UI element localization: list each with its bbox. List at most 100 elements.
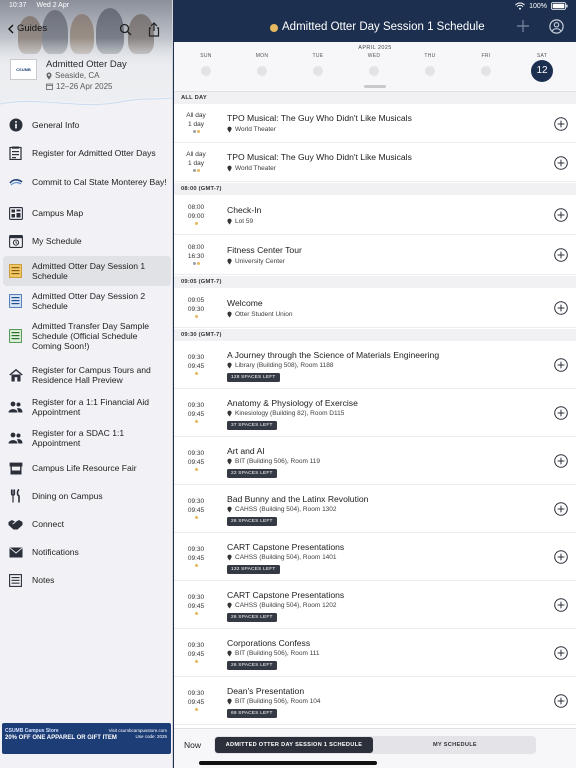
event-row[interactable]: All day 1 day TPO Musical: The Guy Who D… bbox=[174, 104, 576, 143]
menu-item-financial-aid[interactable]: Register for a 1:1 Financial Aid Appoint… bbox=[3, 395, 171, 419]
add-to-schedule-icon[interactable] bbox=[554, 156, 568, 170]
add-to-schedule-icon[interactable] bbox=[554, 358, 568, 372]
calendar-day-mon[interactable]: MON bbox=[247, 53, 277, 76]
location-pin-icon bbox=[227, 458, 232, 465]
share-button[interactable] bbox=[148, 22, 160, 37]
menu-item-register-otter-days[interactable]: Register for Admitted Otter Days bbox=[3, 144, 171, 162]
event-start: 09:30 bbox=[187, 642, 205, 649]
calendar-day-wed[interactable]: WED bbox=[359, 53, 389, 76]
track-dots bbox=[182, 468, 210, 471]
expand-handle[interactable] bbox=[364, 85, 386, 88]
event-location-text: CAHSS (Building 504), Room 1202 bbox=[235, 602, 337, 609]
search-icon bbox=[119, 23, 132, 36]
menu-item-general-info[interactable]: General Info bbox=[3, 116, 171, 134]
event-title: Anatomy & Physiology of Exercise bbox=[227, 398, 358, 408]
menu-item-session-1-schedule[interactable]: Admitted Otter Day Session 1 Schedule bbox=[3, 256, 171, 286]
event-end: 09:45 bbox=[187, 458, 205, 466]
add-to-schedule-icon[interactable] bbox=[554, 248, 568, 262]
event-end: 09:45 bbox=[187, 698, 205, 706]
event-row[interactable]: All day 1 day TPO Musical: The Guy Who D… bbox=[174, 143, 576, 182]
location-pin-icon bbox=[227, 362, 232, 369]
event-row[interactable]: 09:30 09:45 Dean's Presentation BIT (Bui… bbox=[174, 677, 576, 725]
calendar-day-sun[interactable]: SUN bbox=[191, 53, 221, 76]
event-end: 09:45 bbox=[187, 410, 205, 418]
add-to-schedule-icon[interactable] bbox=[554, 646, 568, 660]
event-row[interactable]: 09:30 09:45 CART Capstone Presentations … bbox=[174, 581, 576, 629]
menu-item-notifications[interactable]: Notifications bbox=[3, 543, 171, 561]
menu-item-transfer-day-schedule[interactable]: Admitted Transfer Day Sample Schedule (O… bbox=[3, 318, 171, 354]
spaces-left-badge: 22 SPACES LEFT bbox=[227, 469, 277, 478]
menu-item-campus-tours[interactable]: Register for Campus Tours and Residence … bbox=[3, 363, 171, 387]
campus-store-banner[interactable]: CSUMB Campus Store 20% OFF ONE APPAREL O… bbox=[2, 723, 171, 754]
add-to-schedule-icon[interactable] bbox=[554, 598, 568, 612]
menu-item-resource-fair[interactable]: Campus Life Resource Fair bbox=[3, 459, 171, 477]
menu-item-session-2-schedule[interactable]: Admitted Otter Day Session 2 Schedule bbox=[3, 288, 171, 314]
add-to-schedule-icon[interactable] bbox=[554, 406, 568, 420]
calendar-day-tue[interactable]: TUE bbox=[303, 53, 333, 76]
event-time: 09:30 09:45 bbox=[182, 690, 210, 711]
csumb-logo-icon bbox=[8, 175, 23, 190]
segment-my-schedule[interactable]: MY SCHEDULE bbox=[433, 742, 477, 748]
event-start: 09:30 bbox=[187, 690, 205, 697]
calendar-day-sat[interactable]: SAT 12 bbox=[527, 53, 557, 82]
calendar-day-thu[interactable]: THU bbox=[415, 53, 445, 76]
add-to-schedule-icon[interactable] bbox=[554, 301, 568, 315]
menu-item-commit-csumb[interactable]: Commit to Cal State Monterey Bay! bbox=[3, 171, 171, 193]
day-name: FRI bbox=[481, 53, 491, 59]
event-row[interactable]: 09:30 09:45 Anatomy & Physiology of Exer… bbox=[174, 389, 576, 437]
profile-button[interactable] bbox=[549, 19, 564, 34]
menu-item-label: Register for Admitted Otter Days bbox=[32, 148, 156, 158]
event-time: 09:30 09:45 bbox=[182, 354, 210, 375]
share-icon bbox=[148, 22, 160, 37]
now-button[interactable]: Now bbox=[184, 740, 202, 750]
event-row[interactable]: 09:30 09:45 Bad Bunny and the Latinx Rev… bbox=[174, 485, 576, 533]
event-row[interactable]: 09:30 09:45 A Journey through the Scienc… bbox=[174, 341, 576, 389]
add-to-schedule-icon[interactable] bbox=[554, 454, 568, 468]
add-to-schedule-icon[interactable] bbox=[554, 117, 568, 131]
my-schedule-icon bbox=[8, 234, 23, 249]
event-row[interactable]: 08:00 09:00 Check-In Lot 59 bbox=[174, 195, 576, 235]
battery-icon bbox=[551, 2, 568, 10]
event-dates: 12–26 Apr 2025 bbox=[46, 82, 113, 91]
event-time: 08:00 16:30 bbox=[182, 244, 210, 265]
menu-item-label: Campus Life Resource Fair bbox=[32, 463, 137, 473]
menu-item-notes[interactable]: Notes bbox=[3, 571, 171, 589]
menu-item-label: Commit to Cal State Monterey Bay! bbox=[32, 177, 167, 187]
event-end: 1 day bbox=[188, 159, 204, 167]
back-to-guides-button[interactable]: Guides bbox=[7, 23, 47, 34]
event-row[interactable]: 09:05 09:30 Welcome Otter Student Union bbox=[174, 288, 576, 328]
event-location: Lot 59 bbox=[227, 218, 253, 225]
event-row[interactable]: 09:30 09:45 Corporations Confess BIT (Bu… bbox=[174, 629, 576, 677]
add-to-schedule-icon[interactable] bbox=[554, 694, 568, 708]
menu-item-connect[interactable]: Connect bbox=[3, 515, 171, 533]
profile-icon bbox=[549, 19, 564, 34]
event-title: Bad Bunny and the Latinx Revolution bbox=[227, 494, 369, 504]
add-button[interactable] bbox=[516, 19, 530, 33]
search-button[interactable] bbox=[119, 23, 132, 36]
add-to-schedule-icon[interactable] bbox=[554, 502, 568, 516]
location-pin-icon bbox=[46, 72, 52, 80]
event-start: 09:30 bbox=[187, 354, 205, 361]
location-pin-icon bbox=[227, 258, 232, 265]
day-indicator bbox=[425, 66, 435, 76]
menu-item-my-schedule[interactable]: My Schedule bbox=[3, 232, 171, 250]
event-row[interactable]: 09:30 09:45 CART Capstone Presentations … bbox=[174, 533, 576, 581]
add-to-schedule-icon[interactable] bbox=[554, 208, 568, 222]
menu-item-dining[interactable]: Dining on Campus bbox=[3, 487, 171, 505]
add-to-schedule-icon[interactable] bbox=[554, 550, 568, 564]
event-location-text: BIT (Building 506), Room 111 bbox=[235, 650, 320, 657]
event-location-text: CAHSS (Building 504), Room 1401 bbox=[235, 554, 337, 561]
day-indicator bbox=[201, 66, 211, 76]
calendar-day-fri[interactable]: FRI bbox=[471, 53, 501, 76]
event-location: CAHSS (Building 504), Room 1202 bbox=[227, 602, 337, 609]
event-row[interactable]: 09:30 09:45 Art and AI BIT (Building 506… bbox=[174, 437, 576, 485]
menu-item-campus-map[interactable]: Campus Map bbox=[3, 204, 171, 222]
segment-session-1-schedule[interactable]: ADMITTED OTTER DAY SESSION 1 SCHEDULE bbox=[215, 737, 373, 753]
event-location: CAHSS (Building 504), Room 1401 bbox=[227, 554, 337, 561]
menu-item-label: Dining on Campus bbox=[32, 491, 103, 501]
section-header: ALL DAY bbox=[174, 92, 576, 104]
event-row[interactable]: 08:00 16:30 Fitness Center Tour Universi… bbox=[174, 235, 576, 275]
event-location-text: Kinesiology (Building 82), Room D115 bbox=[235, 410, 345, 417]
menu-item-sdac-appointment[interactable]: Register for a SDAC 1:1 Appointment bbox=[3, 426, 171, 450]
event-title: Admitted Otter Day bbox=[46, 59, 127, 70]
